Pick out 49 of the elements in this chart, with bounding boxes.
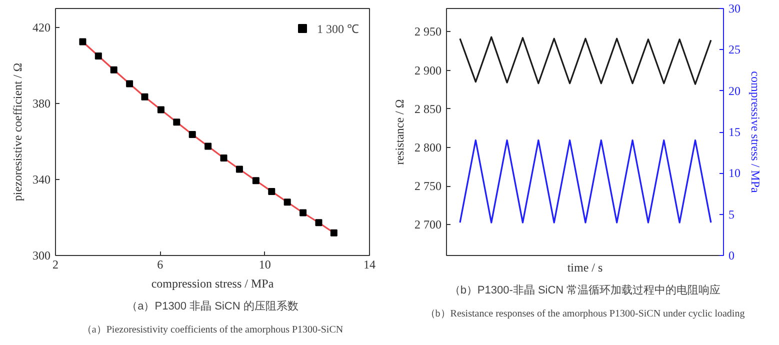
y-tick-label: 2 750 [414, 179, 442, 194]
point [268, 188, 276, 195]
x-axis-title: compression stress / MPa [151, 276, 274, 290]
point [79, 38, 86, 46]
line-series [459, 36, 712, 85]
point [173, 118, 180, 126]
point [315, 219, 322, 226]
point [188, 130, 196, 138]
legend-label: 1 300 ℃ [317, 20, 359, 36]
point [126, 80, 134, 88]
point [220, 154, 228, 162]
y-tick-label: 380 [32, 96, 50, 110]
y2-tick-label: 20 [728, 84, 740, 98]
text: （b）Resistance responses of the amorphous P1300-SiCN under cyclic loading [425, 308, 745, 320]
y-tick-label: 2 900 [414, 63, 442, 78]
y-tick-label: 2 950 [414, 24, 442, 39]
y-axis-title: resistance / Ω [392, 99, 406, 165]
y2-tick-label: 25 [728, 42, 740, 57]
point [330, 229, 338, 236]
point [141, 93, 148, 100]
x-tick-label: 10 [258, 258, 271, 272]
y2-tick-label: 30 [728, 2, 740, 16]
y2-axis-title: compressive stress / MPa [748, 71, 762, 194]
point [110, 66, 118, 74]
x-tick-label: 6 [157, 258, 164, 272]
y-tick-label: 340 [32, 172, 50, 186]
y2-tick-label: 10 [728, 166, 740, 180]
text: （b）P1300-非晶 SiCN 常温循环加载过程中的电阻响应 [449, 284, 721, 296]
y-tick-label: 2 850 [414, 102, 442, 116]
y-tick-label: 300 [32, 248, 50, 262]
point [157, 106, 164, 114]
y2-tick-label: 0 [728, 248, 734, 262]
y2-tick-label: 15 [728, 125, 740, 139]
y-axis-title: piezoresistive coefficient / Ω [10, 62, 24, 202]
text: （a）Piezoresistivity coefficients of the amorphous P1300-SiCN [82, 324, 344, 336]
y2-tick-label: 5 [728, 207, 734, 222]
y-tick-label: 2 800 [414, 140, 442, 154]
point [300, 209, 307, 216]
y-tick-label: 420 [32, 20, 50, 34]
point [284, 198, 291, 206]
y-tick-label: 2 700 [414, 218, 442, 232]
x-tick-label: 2 [52, 258, 58, 272]
point [94, 52, 102, 60]
x-axis-title: time / s [567, 260, 603, 274]
point [236, 166, 243, 173]
point [252, 177, 260, 184]
x-tick-label: 14 [364, 258, 376, 272]
point [204, 142, 212, 150]
text: （a）P1300 非晶 SiCN 的压阻系数 [126, 300, 298, 312]
